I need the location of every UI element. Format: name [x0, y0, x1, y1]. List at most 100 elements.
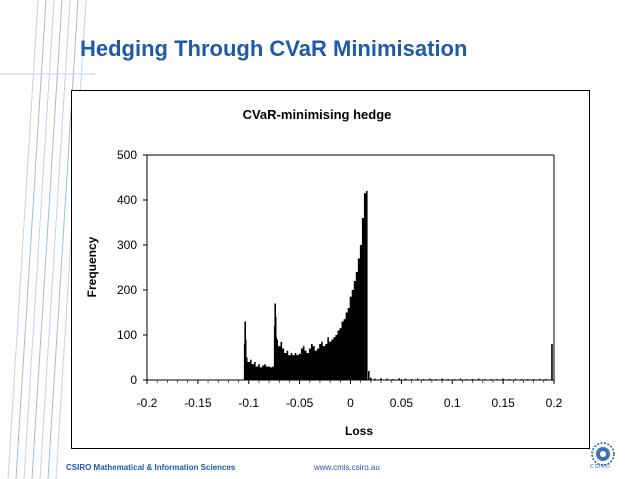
histogram-bar-fill — [274, 326, 276, 380]
histogram-bar-fill — [340, 328, 343, 380]
y-tick-label: 400 — [117, 193, 137, 207]
histogram-bar-fill — [281, 348, 284, 380]
histogram-bar-fill — [283, 353, 286, 380]
histogram-bar-fill — [277, 346, 280, 380]
x-tick-label: -0.1 — [238, 396, 259, 410]
histogram-bar-fill — [356, 272, 359, 380]
x-tick-label: -0.05 — [286, 396, 314, 410]
histogram-bar-fill — [305, 353, 308, 380]
histogram-bar-fill — [362, 218, 365, 380]
decoration-line — [39, 0, 71, 479]
histogram-bar-fill — [267, 366, 270, 380]
decoration-line — [7, 0, 39, 479]
histogram-bar — [484, 379, 486, 380]
histogram-bar — [545, 379, 547, 380]
y-tick-label: 200 — [117, 283, 137, 297]
histogram-bar-fill — [299, 353, 302, 380]
histogram-bar-fill — [348, 308, 351, 380]
x-tick-label: 0.05 — [390, 396, 414, 410]
histogram-bar-fill — [307, 353, 310, 380]
x-axis-label: Loss — [345, 424, 373, 438]
histogram-bar-fill — [269, 367, 272, 380]
histogram-bar — [471, 379, 474, 380]
histogram-bar — [370, 377, 372, 380]
decoration-line — [23, 0, 55, 479]
histogram-bar-fill — [246, 362, 249, 380]
histogram-bar-fill — [315, 350, 318, 380]
histogram-bar-fill — [350, 296, 353, 380]
histogram-bar-fill — [309, 348, 312, 380]
histogram-bar — [477, 378, 480, 380]
histogram-bar-fill — [275, 337, 277, 380]
histogram-bar-fill — [346, 312, 349, 380]
histogram-bar-fill — [265, 366, 268, 380]
histogram-bar — [496, 379, 498, 380]
histogram-bar — [435, 379, 437, 380]
histogram-bar-fill — [256, 366, 259, 380]
histogram-bar — [551, 344, 553, 380]
histogram-bar-fill — [244, 344, 246, 380]
histogram-bar-fill — [287, 355, 290, 380]
histogram-bar — [538, 379, 541, 380]
histogram-bar — [380, 378, 382, 380]
histogram-bar — [398, 378, 401, 380]
histogram-bar — [508, 379, 511, 380]
histogram-bar — [404, 378, 407, 380]
histogram-bar-fill — [260, 367, 263, 380]
y-axis-label: Frequency — [85, 236, 99, 297]
histogram-bar-fill — [245, 357, 247, 380]
histogram-bar-fill — [364, 193, 367, 380]
histogram-bar-fill — [285, 353, 288, 380]
histogram-bar-fill — [330, 341, 333, 380]
histogram-bar-fill — [252, 364, 255, 380]
histogram-bar-fill — [262, 365, 266, 380]
y-tick-label: 100 — [117, 328, 137, 342]
histogram-bar-fill — [313, 350, 316, 380]
histogram-bar — [514, 379, 517, 380]
histogram-chart: CVaR-minimising hedge Frequency Loss 0 10… — [85, 107, 563, 438]
histogram-bar-fill — [360, 245, 363, 380]
histogram-bar-fill — [279, 346, 282, 380]
histogram-bar-fill — [289, 355, 292, 380]
histogram-bar — [520, 379, 523, 380]
footer-website-link[interactable]: www.cmis.csiro.au — [314, 463, 380, 472]
histogram-bar — [368, 371, 370, 380]
footer-organization: CSIRO Mathematical & Information Science… — [66, 463, 236, 472]
histogram-bar-fill — [342, 321, 345, 380]
histogram-bar — [453, 379, 456, 380]
histogram-bar-fill — [276, 339, 278, 380]
histogram-bar-fill — [311, 346, 314, 380]
x-tick-label: 0.2 — [546, 396, 563, 410]
histogram-bar-fill — [258, 367, 261, 380]
histogram-bar — [386, 378, 388, 380]
histogram-bar — [416, 378, 419, 380]
histogram-bar — [374, 378, 376, 380]
histogram-bar — [441, 378, 443, 380]
histogram-bar — [429, 378, 431, 380]
histogram-bar — [490, 379, 492, 380]
histogram-bar-fill — [297, 355, 300, 380]
chart-title: CVaR-minimising hedge — [243, 107, 392, 122]
histogram-bar-fill — [317, 348, 320, 380]
decoration-line — [15, 0, 47, 479]
histogram-bar-fill — [344, 319, 347, 380]
histogram-bar — [422, 379, 425, 380]
histogram-bar-fill — [293, 355, 296, 380]
histogram-bar-fill — [275, 317, 276, 380]
decoration-line — [47, 0, 79, 479]
histogram-bar — [526, 379, 529, 380]
histogram-bar-fill — [338, 330, 341, 380]
histogram-bar-fill — [254, 366, 257, 380]
histogram-bar-fill — [291, 355, 294, 380]
histogram-bar-fill — [271, 367, 274, 380]
histogram-bar-fill — [326, 344, 329, 380]
histogram-bar-fill — [245, 339, 246, 380]
histogram-bar-fill — [324, 346, 327, 380]
histogram-bar-fill — [358, 258, 361, 380]
x-tick-label: 0.15 — [491, 396, 515, 410]
y-tick-label: 500 — [117, 148, 137, 162]
logo-text: CSIRO — [590, 464, 611, 470]
histogram-bar-fill — [354, 281, 357, 380]
histogram-bar — [365, 191, 368, 380]
chart-frame: CVaR-minimising hedge Frequency Loss 0 10… — [71, 90, 590, 449]
